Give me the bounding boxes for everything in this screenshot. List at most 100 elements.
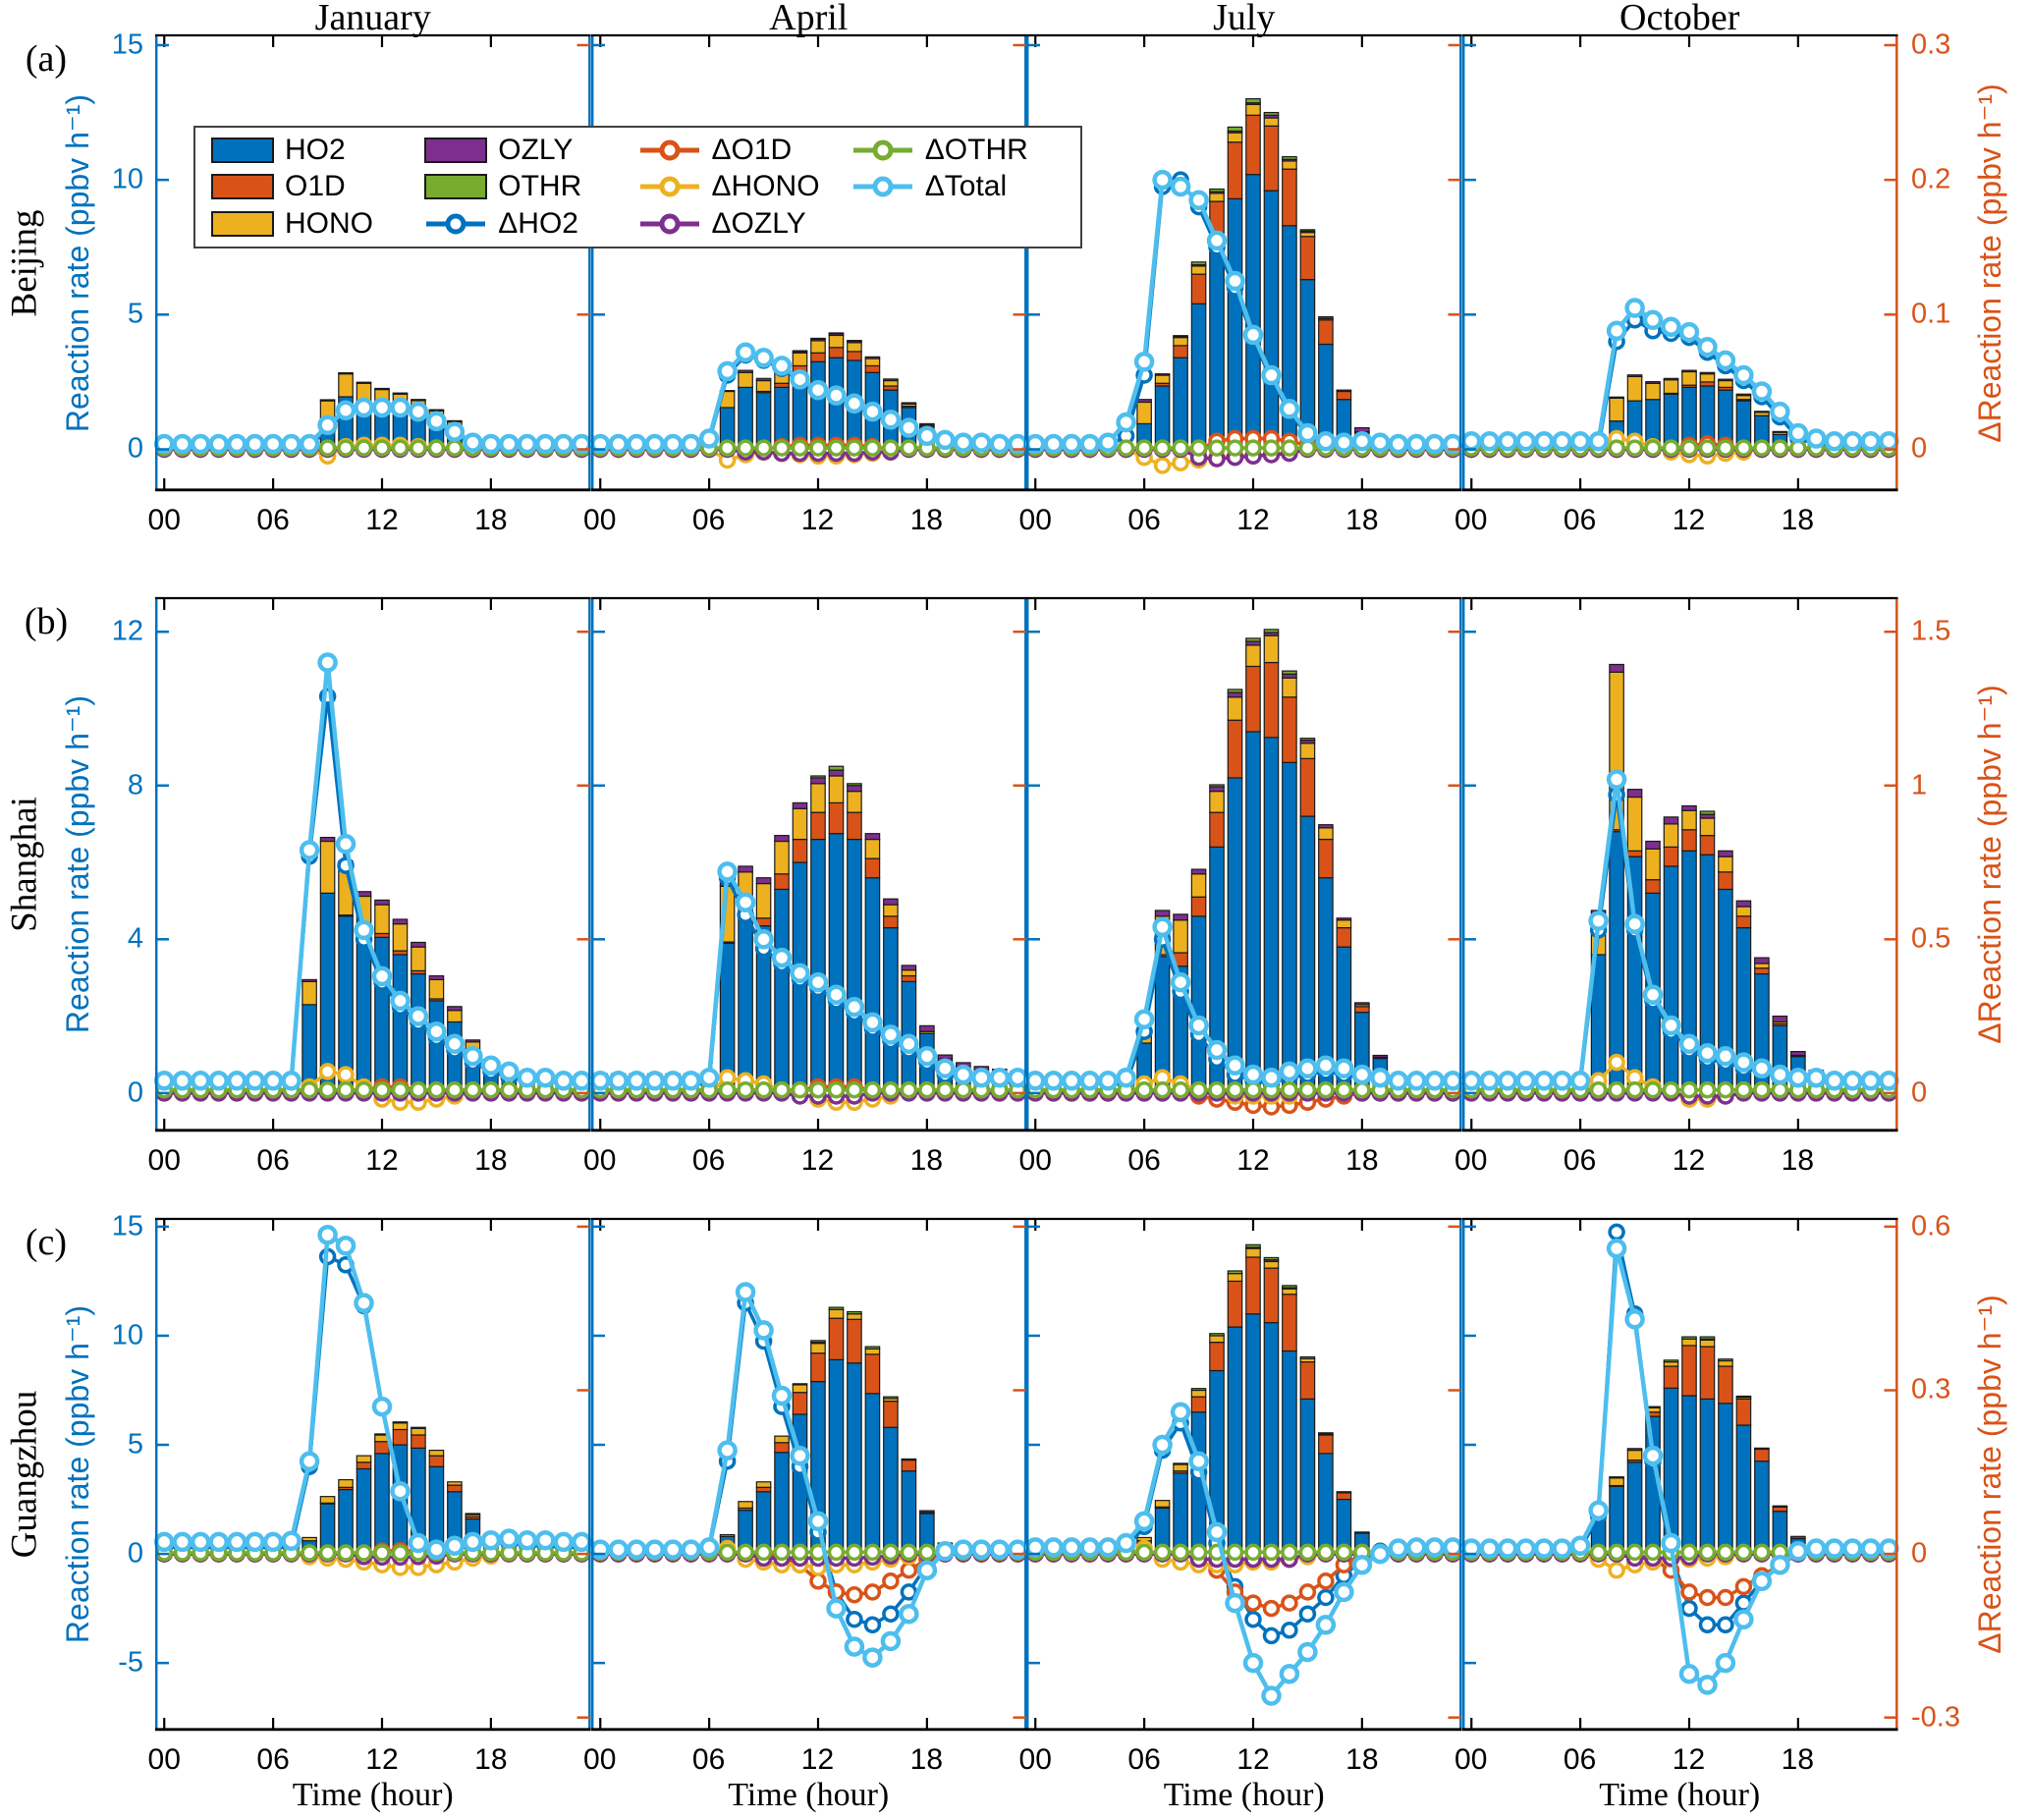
- marker-dothr-h7: [1589, 1080, 1607, 1099]
- marker-dtotal-h15: [1297, 422, 1318, 444]
- marker-dtotal-h18: [1351, 1554, 1373, 1575]
- marker-dothr-h10: [772, 1080, 791, 1099]
- marker-dtotal-h9: [1188, 1015, 1209, 1036]
- marker-dtotal-h4: [662, 433, 683, 455]
- marker-dothr-h13: [1698, 439, 1716, 457]
- marker-dothr-h6: [1135, 1543, 1153, 1562]
- bar-othr-h12: [1245, 97, 1261, 104]
- marker-dtotal-h10: [335, 834, 357, 855]
- marker-dothr-h7: [718, 1080, 736, 1099]
- x-tick-label: 06: [691, 1144, 726, 1177]
- marker-dtotal-h3: [1514, 430, 1536, 452]
- panel-guangzhou-october: [1460, 1217, 1899, 1732]
- marker-dothr-h18: [917, 1543, 936, 1562]
- bar-o1d-h13: [1263, 125, 1280, 192]
- marker-dhono-h10: [337, 1066, 355, 1083]
- marker-dothr-h15: [863, 439, 881, 457]
- bar-ozly-h18: [918, 422, 935, 426]
- legend-item-ho2: HO2: [211, 134, 424, 167]
- panel-guangzhou-january: [153, 1217, 592, 1732]
- bar-ho2-h14: [1282, 1350, 1297, 1555]
- bar-o1d-h11: [1663, 846, 1678, 867]
- marker-dtotal-h20: [1824, 1538, 1844, 1559]
- marker-dtotal-h10: [771, 1385, 792, 1406]
- marker-do1d-h14: [1716, 1588, 1734, 1607]
- bar-o1d-h15: [1735, 915, 1751, 929]
- marker-dho2-h13: [1262, 1627, 1281, 1645]
- marker-dtotal-h16: [1315, 1055, 1337, 1075]
- y-tick-label-left: 10: [111, 163, 143, 195]
- x-tick-label: 12: [800, 1743, 835, 1776]
- bar-ozly-h14: [411, 399, 426, 402]
- marker-dtotal-h22: [989, 1539, 1010, 1560]
- bar-hono-h14: [1282, 160, 1297, 170]
- x-tick-label: 06: [256, 1743, 290, 1776]
- marker-dtotal-h11: [1660, 1532, 1681, 1554]
- bar-hono-h8: [737, 371, 753, 388]
- marker-dtotal-h5: [1551, 1538, 1572, 1559]
- marker-dothr-h11: [1226, 1543, 1244, 1562]
- marker-dothr-h7: [1153, 439, 1172, 457]
- marker-dtotal-h3: [1079, 1071, 1100, 1091]
- x-tick-label: 00: [1454, 1743, 1488, 1776]
- marker-dothr-h8: [1172, 1080, 1189, 1099]
- marker-dtotal-h2: [1061, 433, 1082, 455]
- bar-hono-h12: [374, 904, 390, 935]
- marker-dothr-h11: [791, 1543, 808, 1562]
- bar-ozly-h16: [882, 898, 899, 906]
- x-tick-label: 18: [474, 1144, 508, 1177]
- bar-ho2-h14: [846, 1362, 862, 1555]
- bar-hono-h10: [1644, 382, 1661, 401]
- marker-dothr-h7: [1153, 1080, 1172, 1099]
- marker-dtotal-h22: [1860, 1071, 1881, 1091]
- bar-ho2-h12: [1245, 731, 1261, 1094]
- marker-dtotal-h22: [1424, 1071, 1446, 1091]
- bar-ozly-h17: [465, 1039, 481, 1043]
- bar-hono-h11: [792, 1384, 807, 1394]
- marker-dho2-h13: [1698, 1616, 1716, 1634]
- bar-hono-h17: [1336, 919, 1352, 929]
- bar-ozly-h11: [1663, 816, 1678, 825]
- marker-dothr-h10: [772, 1543, 791, 1562]
- legend-line-sample-dhono: [639, 176, 699, 197]
- marker-dothr-h17: [1335, 1543, 1353, 1562]
- marker-dtotal-h13: [1261, 364, 1282, 386]
- marker-dothr-h9: [318, 439, 337, 457]
- marker-dtotal-h10: [335, 400, 357, 420]
- marker-dtotal-h21: [1406, 433, 1427, 455]
- marker-dothr-h9: [1625, 439, 1643, 457]
- marker-dtotal-h14: [408, 1006, 429, 1026]
- marker-dtotal-h20: [953, 432, 973, 453]
- marker-dtotal-h11: [789, 368, 810, 390]
- bar-ozly-h12: [374, 899, 390, 906]
- marker-dtotal-h3: [1514, 1071, 1536, 1091]
- bar-hono-h8: [302, 1536, 317, 1542]
- marker-dothr-h11: [355, 1544, 373, 1562]
- bar-othr-h15: [1299, 229, 1316, 232]
- marker-dtotal-h20: [953, 1539, 973, 1560]
- y-tick-label-right: 0.1: [1911, 298, 1951, 330]
- legend-item-hono: HONO: [211, 207, 424, 241]
- marker-dothr-h11: [791, 439, 808, 457]
- bar-ozly-h9: [319, 837, 336, 843]
- marker-dtotal-h1: [1478, 1538, 1500, 1559]
- bar-ozly-h11: [792, 801, 807, 809]
- marker-dothr-h18: [917, 1080, 936, 1099]
- bar-ho2-h12: [1245, 174, 1261, 451]
- bar-o1d-h13: [1263, 1267, 1280, 1324]
- bar-ozly-h13: [392, 1421, 409, 1424]
- legend-item-dozly: ΔOZLY: [638, 207, 851, 241]
- marker-dtotal-h19: [499, 433, 520, 455]
- marker-dtotal-h11: [1225, 270, 1245, 292]
- bar-hono-h14: [1717, 1359, 1733, 1367]
- marker-dtotal-h16: [1751, 1058, 1772, 1079]
- marker-dtotal-h2: [1497, 430, 1517, 452]
- bar-othr-h11: [792, 350, 807, 353]
- bar-ozly-h7: [1154, 373, 1171, 376]
- line-dtotal: [1470, 779, 1889, 1083]
- marker-dtotal-h5: [1551, 1071, 1572, 1091]
- marker-dtotal-h11: [1660, 1015, 1681, 1036]
- marker-do1d-h13: [1698, 1588, 1716, 1607]
- bar-ozly-h11: [356, 381, 372, 384]
- y-tick-label-right: 0: [1911, 1076, 1928, 1109]
